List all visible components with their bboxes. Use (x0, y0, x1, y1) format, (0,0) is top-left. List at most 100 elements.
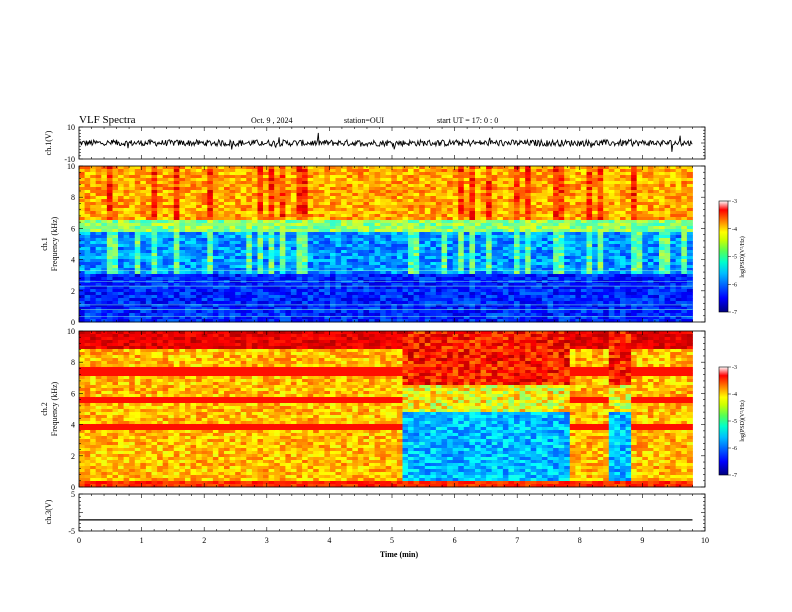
ch1-spectrogram-cell (597, 211, 604, 215)
ch1-spectrogram-cell (274, 250, 281, 254)
ch1-spectrogram-cell (196, 169, 203, 173)
ch1-spectrogram-cell (307, 304, 314, 308)
ch1-spectrogram-cell (151, 214, 158, 218)
ch1-spectrogram-cell (207, 250, 214, 254)
ch1-spectrogram-cell (313, 301, 320, 305)
ch1-spectrogram-cell (268, 187, 275, 191)
ch1-spectrogram-cell (424, 172, 431, 176)
ch1-spectrogram-cell (185, 238, 191, 242)
ch1-spectrogram-cell (212, 253, 219, 257)
ch1-spectrogram-cell (134, 196, 141, 200)
ch1-spectrogram-cell (218, 196, 225, 200)
ch1-spectrogram-cell (391, 235, 398, 239)
ch1-spectrogram-cell (90, 181, 97, 185)
ch1-spectrogram-cell (101, 211, 108, 215)
ch1-spectrogram-cell (246, 238, 253, 242)
ch1-spectrogram-cell (118, 289, 124, 293)
ch1-spectrogram-cell (179, 256, 186, 260)
ch1-spectrogram-cell (101, 244, 108, 248)
ch1-spectrogram-cell (564, 295, 571, 299)
ch1-spectrogram-cell (380, 307, 387, 311)
ch1-spectrogram-cell (558, 229, 565, 233)
ch1-spectrogram-cell (224, 244, 230, 248)
ch1-spectrogram-cell (157, 265, 164, 269)
ch1-spectrogram-cell (106, 211, 113, 215)
ch1-spectrogram-cell (246, 199, 253, 203)
ch1-spectrogram-cell (580, 286, 587, 290)
ch1-spectrogram-cell (396, 202, 403, 206)
ch1-spectrogram-cell (90, 223, 97, 227)
ch1-spectrogram-cell (274, 205, 281, 209)
ch1-spectrogram-cell (553, 298, 560, 302)
ch1-spectrogram-cell (497, 250, 504, 254)
ch1-spectrogram-cell (257, 223, 264, 227)
ch1-spectrogram-cell (145, 214, 152, 218)
ch1-spectrogram-cell (118, 211, 124, 215)
ch1-spectrogram-cell (162, 211, 169, 215)
ch1-spectrogram-cell (129, 313, 136, 317)
ch1-spectrogram-cell (502, 304, 509, 308)
ch1-spectrogram-cell (463, 199, 470, 203)
ch1-spectrogram-cell (469, 298, 476, 302)
ch1-spectrogram-cell (346, 292, 353, 296)
ch1-spectrogram-cell (575, 181, 582, 185)
ch1-spectrogram-cell (196, 190, 203, 194)
ch1-spectrogram-cell (586, 241, 593, 245)
ch1-spectrogram-cell (486, 181, 493, 185)
ch1-spectrogram-cell (274, 196, 281, 200)
ch1-spectrogram-cell (475, 262, 481, 266)
ch1-spectrogram-cell (341, 277, 348, 281)
ch1-spectrogram-cell (447, 244, 454, 248)
ch1-spectrogram-cell (424, 310, 431, 314)
ch1-spectrogram-cell (95, 271, 102, 275)
ch1-spectrogram-cell (313, 316, 320, 320)
ch1-spectrogram-cell (240, 319, 247, 323)
ch1-spectrogram-cell (330, 307, 336, 311)
ch1-spectrogram-cell (475, 169, 481, 173)
ch1-spectrogram-cell (101, 283, 108, 287)
ch1-spectrogram-cell (173, 316, 180, 320)
ch1-spectrogram-cell (413, 214, 420, 218)
ch1-spectrogram-cell (424, 304, 431, 308)
ch1-spectrogram-cell (502, 181, 509, 185)
ch1-spectrogram-cell (313, 241, 320, 245)
ch1-spectrogram-cell (257, 274, 264, 278)
ch1-spectrogram-cell (424, 277, 431, 281)
ch1-spectrogram-cell (196, 271, 203, 275)
ch1-spectrogram-cell (335, 271, 342, 275)
ch1-spectrogram-cell (240, 181, 247, 185)
ch1-spectrogram-cell (212, 316, 219, 320)
ch1-spectrogram-cell (447, 229, 454, 233)
ch1-spectrogram-cell (369, 289, 375, 293)
ch1-spectrogram-cell (324, 202, 331, 206)
ch1-spectrogram-cell (363, 208, 370, 212)
ch1-spectrogram-cell (207, 262, 214, 266)
ch1-spectrogram-cell (547, 232, 554, 236)
ch1-spectrogram-cell (475, 244, 481, 248)
ch1-spectrogram-cell (497, 235, 504, 239)
ch1-spectrogram-cell (346, 187, 353, 191)
ch1-spectrogram-cell (530, 205, 537, 209)
ch1-spectrogram-cell (84, 214, 91, 218)
ch1-spectrogram-cell (402, 205, 409, 209)
ch1-spectrogram-cell (106, 286, 113, 290)
ch1-spectrogram-cell (430, 214, 437, 218)
ch1-spectrogram-cell (525, 208, 532, 212)
ch1-spectrogram-cell (341, 295, 348, 299)
ch1-spectrogram-cell (458, 274, 465, 278)
ch1-spectrogram-cell (106, 214, 113, 218)
ch1-spectrogram-cell (346, 256, 353, 260)
ch1-spectrogram-cell (357, 166, 364, 170)
ch1-spectrogram-cell (134, 247, 141, 251)
ch1-spectrogram-cell (218, 238, 225, 242)
ch1-spectrogram-cell (413, 184, 420, 188)
ch1-spectrogram-cell (307, 256, 314, 260)
ch1-spectrogram-cell (408, 256, 414, 260)
ch1-spectrogram-cell (413, 235, 420, 239)
ch1-spectrogram-cell (296, 172, 303, 176)
ch1-spectrogram-cell (123, 226, 130, 230)
ch1-spectrogram-cell (251, 199, 258, 203)
ch1-spectrogram-cell (569, 265, 576, 269)
ch1-spectrogram-cell (90, 178, 97, 182)
ch1-spectrogram-cell (84, 193, 91, 197)
